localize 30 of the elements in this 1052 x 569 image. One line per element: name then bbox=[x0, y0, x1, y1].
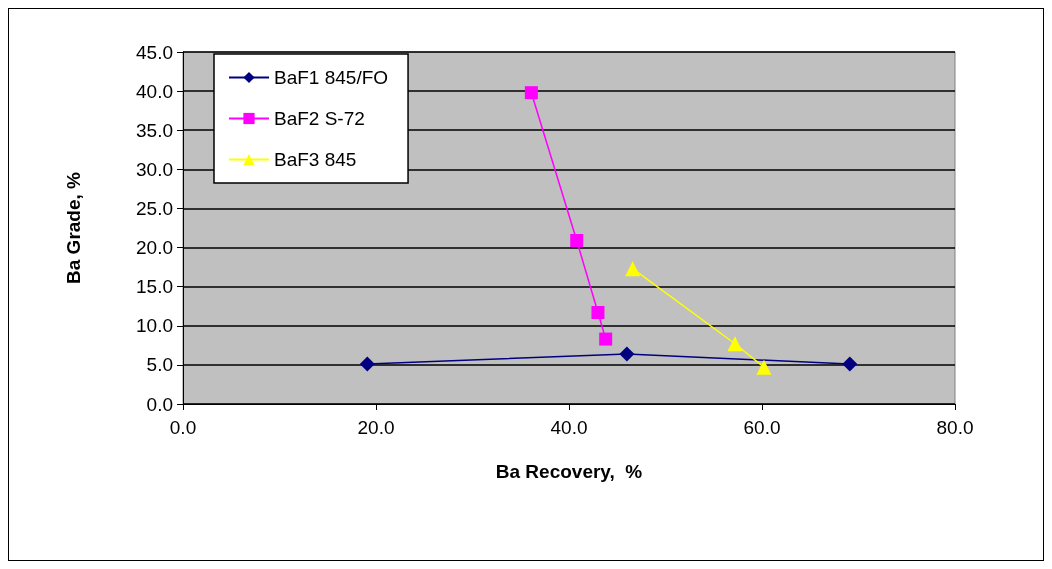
x-tick-label: 60.0 bbox=[743, 417, 781, 438]
point bbox=[359, 356, 375, 372]
y-tick-label: 15.0 bbox=[136, 276, 173, 298]
legend-label: BaF1 845/FO bbox=[274, 67, 389, 88]
point bbox=[599, 332, 613, 346]
y-tick-label: 20.0 bbox=[136, 237, 173, 259]
point bbox=[619, 346, 635, 362]
y-tick-label: 45.0 bbox=[136, 41, 173, 63]
y-axis-title: Ba Grade, % bbox=[63, 171, 84, 284]
x-tick-label: 20.0 bbox=[357, 417, 395, 438]
y-tick-label: 30.0 bbox=[136, 158, 173, 180]
point bbox=[842, 356, 858, 372]
point bbox=[625, 261, 641, 277]
legend-label: BaF2 S-72 bbox=[274, 108, 365, 129]
x-axis-title: Ba Recovery, % bbox=[495, 461, 643, 482]
point bbox=[756, 359, 772, 375]
point bbox=[524, 86, 538, 100]
x-tick-label: 80.0 bbox=[936, 417, 974, 438]
point bbox=[727, 336, 743, 352]
y-tick-label: 35.0 bbox=[136, 119, 173, 141]
y-tick-label: 25.0 bbox=[136, 197, 173, 219]
x-tick-label: 0.0 bbox=[169, 417, 197, 438]
point bbox=[570, 234, 584, 248]
y-tick-label: 40.0 bbox=[136, 80, 173, 102]
point bbox=[591, 305, 605, 319]
x-tick-label: 40.0 bbox=[550, 417, 588, 438]
y-tick-label: 0.0 bbox=[146, 393, 173, 415]
y-tick-label: 10.0 bbox=[136, 315, 173, 337]
legend-label: BaF3 845 bbox=[274, 149, 357, 170]
y-tick-label: 5.0 bbox=[146, 354, 173, 376]
